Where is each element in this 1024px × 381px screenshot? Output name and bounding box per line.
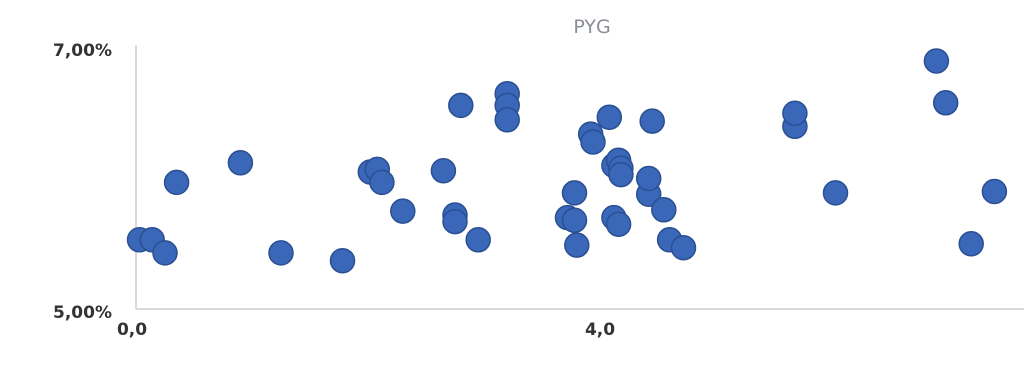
points-group (126, 48, 1008, 274)
data-point (369, 169, 395, 196)
data-point (448, 92, 474, 119)
x-tick-1: 4,0 (585, 320, 615, 340)
data-point (564, 232, 590, 258)
data-point (958, 231, 984, 257)
data-point (268, 240, 294, 266)
x-tick-0: 0,0 (117, 320, 147, 340)
data-point (561, 180, 588, 206)
data-point (822, 180, 849, 206)
data-point (608, 161, 634, 188)
data-point (163, 169, 190, 196)
data-point (651, 197, 677, 223)
data-point (782, 100, 808, 127)
data-point (329, 247, 356, 274)
y-tick-top: 7,00% (53, 41, 112, 61)
data-point (390, 198, 416, 224)
y-tick-bottom: 5,00% (53, 303, 112, 323)
data-point (670, 234, 697, 261)
data-point (580, 129, 606, 155)
data-point (152, 240, 178, 266)
data-point (561, 207, 588, 234)
data-point (442, 208, 468, 235)
data-point (494, 107, 520, 133)
data-point (596, 104, 623, 130)
data-point (430, 157, 457, 184)
data-point (639, 108, 665, 134)
data-point (605, 211, 632, 237)
data-point (932, 90, 959, 116)
data-point (227, 150, 254, 176)
data-point (465, 227, 491, 253)
data-point (923, 48, 950, 74)
data-point (635, 165, 662, 192)
data-point (981, 178, 1008, 205)
chart-title: PYG (573, 16, 610, 38)
